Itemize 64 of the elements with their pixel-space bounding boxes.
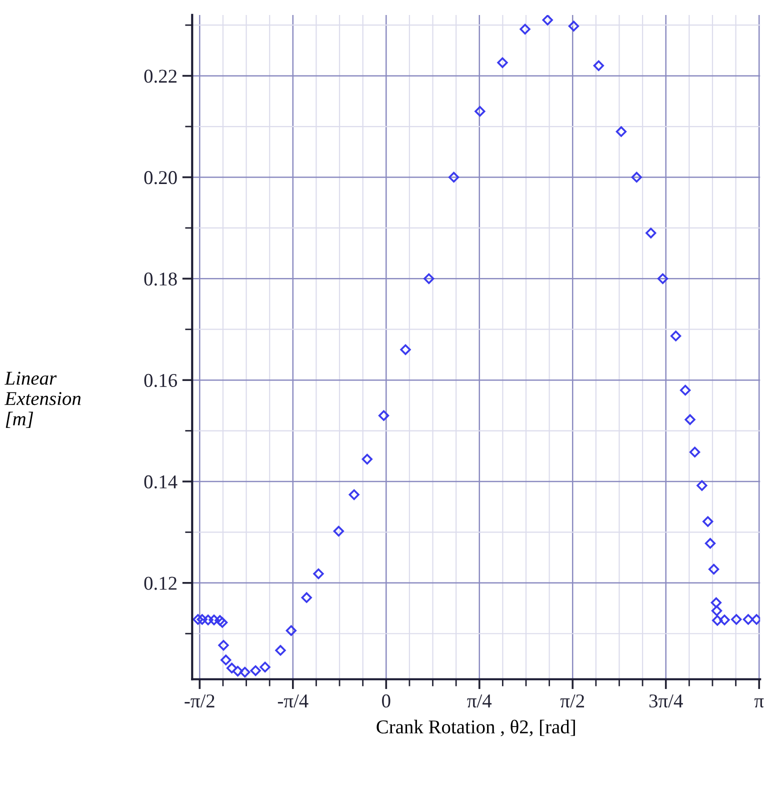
point	[424, 273, 434, 284]
y-tick-label: 0.14	[144, 475, 178, 489]
point	[497, 57, 508, 68]
point	[378, 410, 390, 421]
point	[474, 106, 486, 117]
point	[260, 662, 270, 672]
point	[568, 20, 580, 32]
point	[704, 538, 716, 549]
point	[542, 14, 553, 26]
point	[232, 666, 244, 676]
x-tick-label: 3π/4	[649, 694, 683, 708]
point	[250, 665, 261, 676]
point	[202, 614, 214, 626]
y-tick-label: 0.16	[144, 374, 177, 388]
point	[301, 592, 312, 603]
point	[214, 615, 226, 626]
y-tick-label: 0.18	[144, 272, 177, 286]
point	[702, 516, 714, 527]
point	[400, 344, 411, 355]
y-axis-title: Linear Extension [m]	[4, 372, 81, 428]
point	[218, 640, 229, 651]
x-tick-label: π	[754, 698, 764, 708]
x-tick-label: -π/2	[184, 694, 214, 708]
point	[708, 564, 720, 575]
point	[646, 228, 656, 238]
x-tick-label: -π/4	[278, 694, 308, 708]
point	[362, 454, 372, 465]
point	[680, 384, 691, 396]
point	[712, 615, 723, 626]
point	[208, 614, 220, 626]
y-tick-label: 0.22	[144, 70, 177, 83]
point	[216, 617, 228, 628]
point	[731, 614, 742, 625]
x-tick-label: π/2	[560, 694, 584, 708]
point	[286, 625, 296, 636]
point	[696, 480, 708, 491]
point	[333, 526, 344, 537]
point	[719, 614, 730, 626]
point	[220, 654, 232, 666]
point	[710, 597, 722, 608]
point	[520, 24, 530, 34]
point	[275, 645, 286, 656]
point	[631, 172, 642, 183]
point	[742, 614, 754, 625]
point	[313, 568, 324, 580]
point	[448, 172, 460, 183]
point	[192, 614, 204, 625]
point	[240, 666, 250, 678]
point	[711, 605, 722, 616]
point	[616, 126, 627, 137]
point	[657, 273, 668, 284]
point	[196, 614, 208, 625]
x-axis-title: Crank Rotation , θ2, [rad]	[376, 720, 575, 736]
point	[751, 614, 760, 625]
point	[670, 330, 682, 342]
point	[226, 662, 238, 674]
point	[348, 489, 360, 500]
x-tick-label: 0	[382, 694, 390, 708]
y-tick-label: 0.20	[144, 171, 177, 184]
point	[593, 60, 604, 72]
x-tick-label: π/4	[467, 694, 492, 708]
point	[684, 414, 696, 425]
point	[689, 446, 700, 458]
y-tick-label: 0.12	[144, 576, 177, 590]
